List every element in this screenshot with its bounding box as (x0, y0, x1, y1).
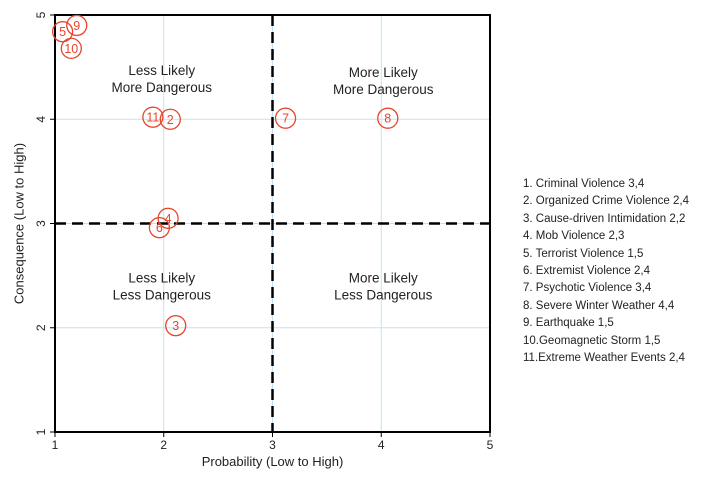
quadrant-label-bottom-right: More Likely (349, 271, 418, 286)
risk-point-label: 11 (146, 111, 159, 125)
x-tick-label: 2 (160, 438, 167, 452)
quadrant-label-top-left: More Dangerous (111, 80, 212, 95)
risk-point-label: 8 (384, 112, 391, 126)
risk-point-10: 10 (60, 37, 82, 60)
quadrant-label-bottom-left: Less Dangerous (113, 288, 212, 303)
risk-point-label: 6 (156, 221, 163, 235)
risk-point-9: 9 (66, 14, 88, 37)
risk-point-marker (60, 37, 82, 60)
risk-point-marker (51, 21, 74, 43)
risk-point-label: 4 (165, 212, 172, 226)
risk-point-label: 3 (172, 319, 179, 333)
legend-item: 9. Earthquake 1,5 (523, 317, 614, 330)
risk-point-11: 11 (142, 106, 164, 128)
quadrant-label-top-left: Less Likely (128, 63, 195, 78)
y-axis-label: Consequence (Low to High) (11, 143, 26, 304)
x-tick-label: 1 (52, 438, 59, 452)
risk-point-marker (148, 217, 171, 239)
legend-item: 5. Terrorist Violence 1,5 (523, 247, 644, 260)
legend-item: 2. Organized Crime Violence 2,4 (523, 195, 689, 208)
risk-point-label: 5 (59, 25, 66, 39)
risk-point-label: 7 (282, 112, 289, 126)
risk-point-marker (66, 14, 88, 37)
risk-point-label: 9 (73, 19, 80, 33)
risk-point-marker (377, 107, 399, 129)
legend-item: 3. Cause-driven Intimidation 2,2 (523, 212, 686, 225)
legend-item: 1. Criminal Violence 3,4 (523, 178, 645, 190)
risk-point-5: 5 (51, 21, 74, 43)
risk-point-7: 7 (274, 107, 297, 129)
x-tick-label: 4 (378, 438, 385, 452)
risk-point-3: 3 (165, 315, 187, 337)
y-tick-label: 2 (34, 324, 48, 331)
y-tick-label: 5 (34, 11, 48, 18)
risk-point-marker (159, 108, 181, 130)
risk-point-2: 2 (159, 108, 181, 130)
legend-item: 11.Extreme Weather Events 2,4 (523, 352, 685, 365)
risk-point-marker (165, 315, 187, 337)
y-tick-label: 1 (34, 428, 48, 435)
x-tick-label: 5 (487, 438, 494, 452)
legend-item: 10.Geomagnetic Storm 1,5 (523, 334, 661, 347)
y-tick-label: 4 (34, 116, 48, 123)
quadrant-dividers (55, 15, 490, 432)
risk-point-marker (274, 107, 297, 129)
quadrant-label-top-right: More Dangerous (333, 82, 434, 97)
quadrant-label-bottom-left: Less Likely (128, 271, 195, 286)
risk-points: 95 10 11 2 7 8 46 3 (51, 14, 399, 337)
legend: 1. Criminal Violence 3,4 2. Organized Cri… (523, 176, 689, 367)
legend-item: 6. Extremist Violence 2,4 (523, 265, 650, 278)
axis-ticks: 1 2 3 4 5 1 2 3 4 5 (34, 11, 493, 452)
risk-point-marker (142, 106, 164, 128)
quadrant-labels: Less Likely More Dangerous More Likely More… (111, 63, 433, 303)
risk-point-label: 2 (167, 113, 174, 127)
risk-point-label: 10 (64, 42, 78, 56)
quadrant-label-top-right: More Likely (349, 65, 418, 80)
x-tick-label: 3 (269, 438, 276, 452)
legend-item: 4. Mob Violence 2,3 (523, 230, 625, 243)
risk-point-8: 8 (377, 107, 399, 129)
x-axis-label: Probability (Low to High) (202, 454, 344, 469)
legend-item: 8. Severe Winter Weather 4,4 (523, 299, 675, 312)
legend-item: 7. Psychotic Violence 3,4 (523, 282, 652, 295)
quadrant-label-bottom-right: Less Dangerous (334, 288, 433, 303)
y-tick-label: 3 (34, 220, 48, 227)
risk-point-6: 6 (148, 217, 171, 239)
